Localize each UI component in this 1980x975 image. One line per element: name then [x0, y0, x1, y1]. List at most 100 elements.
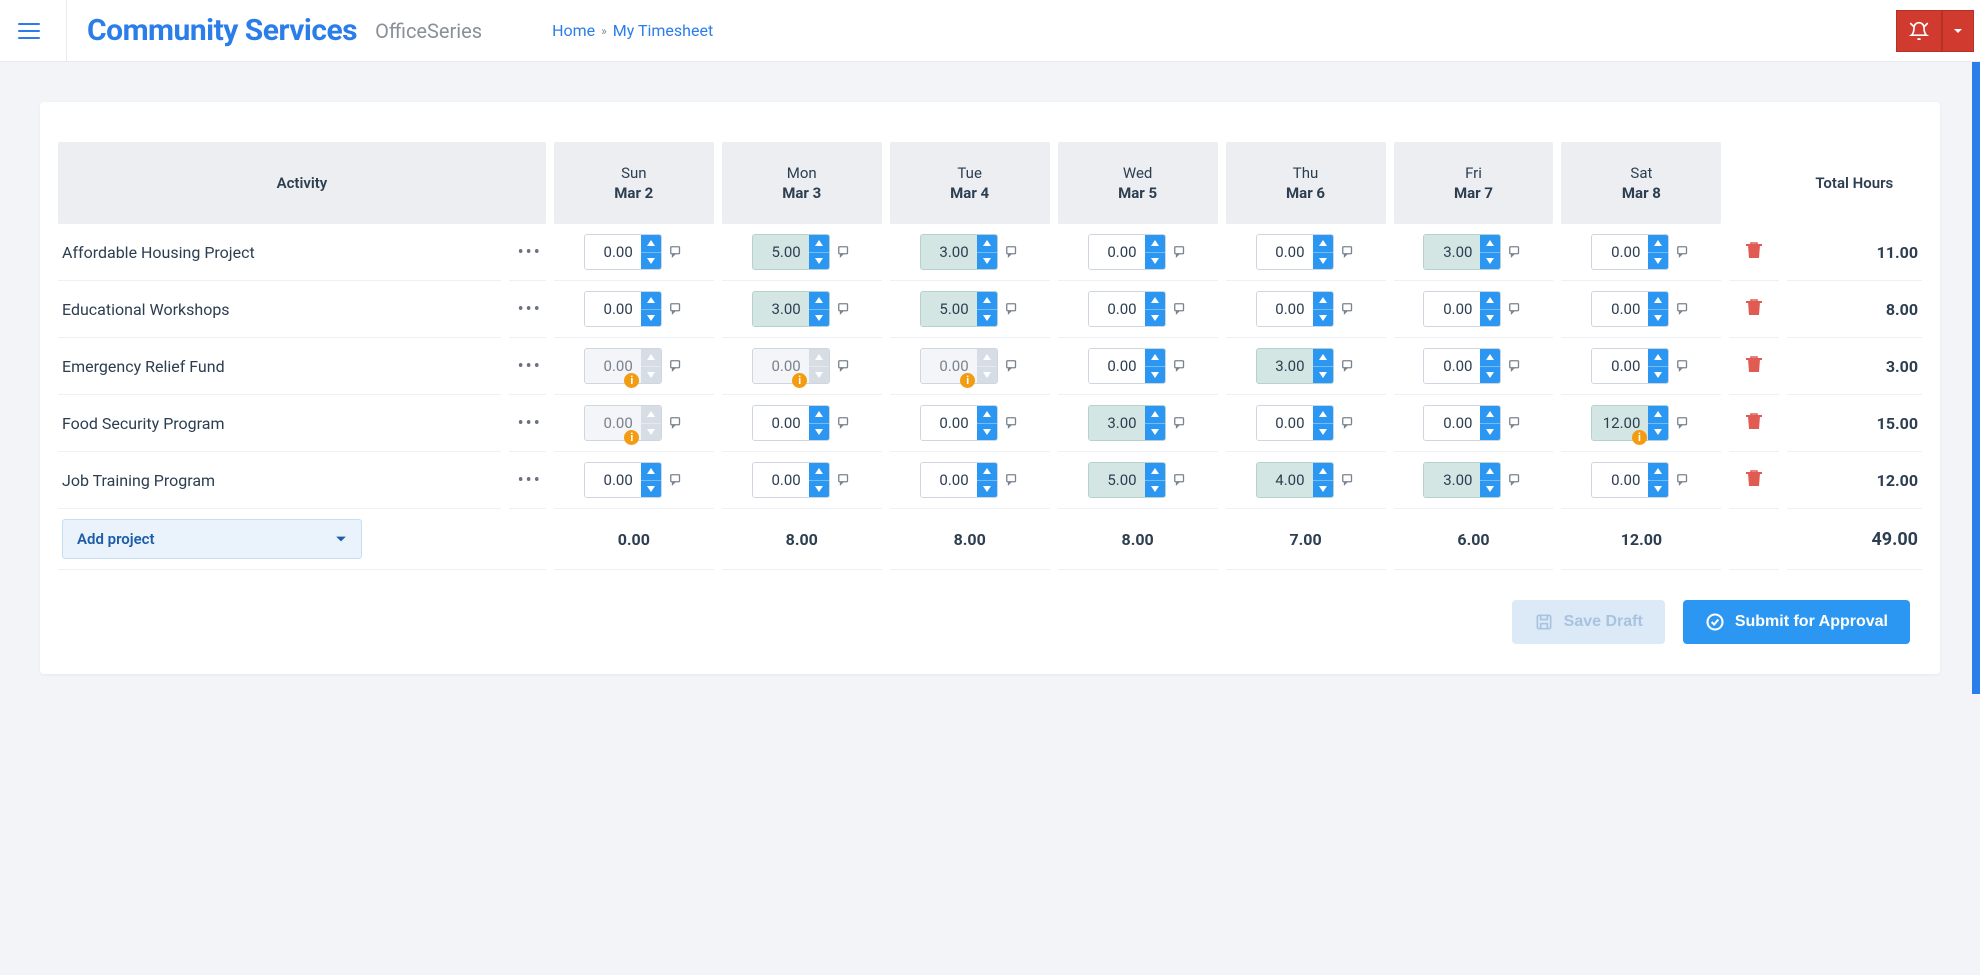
- row-more-icon[interactable]: •••: [509, 224, 546, 281]
- stepper-up-icon[interactable]: [641, 292, 661, 309]
- hours-stepper[interactable]: 3.00: [1423, 234, 1501, 270]
- row-more-icon[interactable]: •••: [509, 281, 546, 338]
- stepper-up-icon[interactable]: [1480, 463, 1500, 480]
- note-icon[interactable]: [1172, 244, 1188, 260]
- hours-stepper[interactable]: 0.00: [1256, 405, 1334, 441]
- stepper-down-icon[interactable]: [1145, 252, 1165, 270]
- note-icon[interactable]: [1507, 358, 1523, 374]
- delete-row-button[interactable]: [1729, 395, 1778, 452]
- stepper-down-icon[interactable]: [809, 480, 829, 498]
- note-icon[interactable]: [836, 301, 852, 317]
- hours-stepper[interactable]: 0.00: [1423, 291, 1501, 327]
- row-more-icon[interactable]: •••: [509, 395, 546, 452]
- note-icon[interactable]: [1675, 244, 1691, 260]
- delete-row-button[interactable]: [1729, 452, 1778, 509]
- note-icon[interactable]: [1675, 301, 1691, 317]
- stepper-up-icon[interactable]: [977, 463, 997, 480]
- note-icon[interactable]: [1172, 358, 1188, 374]
- note-icon[interactable]: [1172, 301, 1188, 317]
- stepper-up-icon[interactable]: [1480, 235, 1500, 252]
- stepper-down-icon[interactable]: [1648, 366, 1668, 384]
- stepper-up-icon[interactable]: [1648, 235, 1668, 252]
- stepper-down-icon[interactable]: [1313, 423, 1333, 441]
- note-icon[interactable]: [1172, 415, 1188, 431]
- stepper-down-icon[interactable]: [809, 309, 829, 327]
- hours-stepper[interactable]: 0.00: [584, 291, 662, 327]
- hours-stepper[interactable]: 3.00: [1088, 405, 1166, 441]
- hours-stepper[interactable]: 3.00: [920, 234, 998, 270]
- hours-stepper[interactable]: 5.00: [920, 291, 998, 327]
- hours-stepper[interactable]: 3.00: [1423, 462, 1501, 498]
- hours-stepper[interactable]: 12.00: [1591, 405, 1669, 441]
- note-icon[interactable]: [668, 301, 684, 317]
- hours-stepper[interactable]: 0.00: [920, 405, 998, 441]
- stepper-down-icon[interactable]: [977, 480, 997, 498]
- stepper-up-icon[interactable]: [1648, 463, 1668, 480]
- stepper-down-icon[interactable]: [1480, 423, 1500, 441]
- note-icon[interactable]: [836, 358, 852, 374]
- notifications-dropdown[interactable]: [1942, 10, 1974, 52]
- stepper-up-icon[interactable]: [1145, 406, 1165, 423]
- hours-stepper[interactable]: 3.00: [1256, 348, 1334, 384]
- hours-stepper[interactable]: 4.00: [1256, 462, 1334, 498]
- stepper-up-icon[interactable]: [641, 235, 661, 252]
- stepper-up-icon[interactable]: [1480, 349, 1500, 366]
- delete-row-button[interactable]: [1729, 281, 1778, 338]
- note-icon[interactable]: [836, 244, 852, 260]
- add-project-dropdown[interactable]: Add project: [62, 519, 362, 559]
- stepper-up-icon[interactable]: [1145, 292, 1165, 309]
- note-icon[interactable]: [1340, 472, 1356, 488]
- stepper-down-icon[interactable]: [1648, 309, 1668, 327]
- stepper-up-icon[interactable]: [641, 463, 661, 480]
- hours-stepper[interactable]: 0.00: [584, 234, 662, 270]
- stepper-down-icon[interactable]: [1648, 252, 1668, 270]
- stepper-up-icon[interactable]: [1145, 463, 1165, 480]
- stepper-down-icon[interactable]: [1313, 366, 1333, 384]
- hours-stepper[interactable]: 0.00: [1591, 291, 1669, 327]
- note-icon[interactable]: [1340, 415, 1356, 431]
- note-icon[interactable]: [668, 358, 684, 374]
- stepper-down-icon[interactable]: [1313, 480, 1333, 498]
- hours-stepper[interactable]: 0.00: [1088, 291, 1166, 327]
- hours-stepper[interactable]: 0.00: [752, 462, 830, 498]
- stepper-up-icon[interactable]: [1313, 235, 1333, 252]
- stepper-down-icon[interactable]: [809, 252, 829, 270]
- stepper-up-icon[interactable]: [1648, 292, 1668, 309]
- note-icon[interactable]: [1507, 301, 1523, 317]
- stepper-up-icon[interactable]: [809, 235, 829, 252]
- stepper-down-icon[interactable]: [1313, 309, 1333, 327]
- stepper-up-icon[interactable]: [1648, 406, 1668, 423]
- stepper-down-icon[interactable]: [1145, 309, 1165, 327]
- stepper-up-icon[interactable]: [1313, 292, 1333, 309]
- stepper-down-icon[interactable]: [1648, 423, 1668, 441]
- stepper-up-icon[interactable]: [1480, 292, 1500, 309]
- stepper-up-icon[interactable]: [1145, 349, 1165, 366]
- stepper-down-icon[interactable]: [977, 423, 997, 441]
- breadcrumb-current[interactable]: My Timesheet: [613, 21, 713, 40]
- stepper-up-icon[interactable]: [1313, 349, 1333, 366]
- hours-stepper[interactable]: 5.00: [1088, 462, 1166, 498]
- stepper-up-icon[interactable]: [1480, 406, 1500, 423]
- stepper-down-icon[interactable]: [1480, 252, 1500, 270]
- stepper-down-icon[interactable]: [809, 423, 829, 441]
- stepper-up-icon[interactable]: [1648, 349, 1668, 366]
- stepper-up-icon[interactable]: [1313, 463, 1333, 480]
- stepper-down-icon[interactable]: [1145, 423, 1165, 441]
- stepper-down-icon[interactable]: [1145, 366, 1165, 384]
- note-icon[interactable]: [1507, 415, 1523, 431]
- hours-stepper[interactable]: 0.00: [1423, 405, 1501, 441]
- note-icon[interactable]: [1675, 472, 1691, 488]
- stepper-down-icon[interactable]: [1145, 480, 1165, 498]
- note-icon[interactable]: [836, 472, 852, 488]
- stepper-up-icon[interactable]: [1145, 235, 1165, 252]
- note-icon[interactable]: [1004, 415, 1020, 431]
- stepper-up-icon[interactable]: [977, 406, 997, 423]
- note-icon[interactable]: [1004, 358, 1020, 374]
- hours-stepper[interactable]: 0.00: [1088, 348, 1166, 384]
- stepper-up-icon[interactable]: [809, 463, 829, 480]
- stepper-down-icon[interactable]: [641, 309, 661, 327]
- hours-stepper[interactable]: 5.00: [752, 234, 830, 270]
- hours-stepper[interactable]: 0.00: [584, 462, 662, 498]
- note-icon[interactable]: [668, 244, 684, 260]
- stepper-up-icon[interactable]: [977, 292, 997, 309]
